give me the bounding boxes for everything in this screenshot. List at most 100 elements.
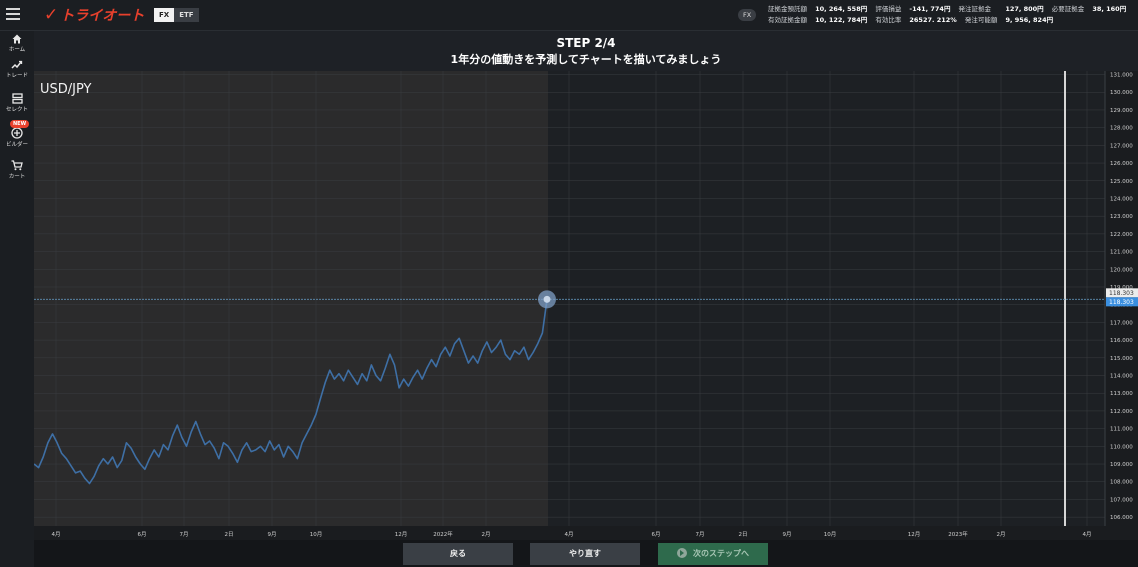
y-tick-label: 125.000 (1110, 179, 1133, 185)
x-tick-label: 2022年 (433, 530, 453, 538)
logo[interactable]: ✓ トライオート (44, 5, 144, 25)
sidebar-item-label: セレクト (5, 107, 28, 113)
x-tick-label: 2日 (739, 531, 748, 538)
account-item: 発注証拠金 127, 800円 (959, 5, 1044, 13)
bottom-bar: 戻る やり直す 次のステップへ (34, 540, 1138, 567)
past-area (34, 71, 548, 526)
sidebar-item-home[interactable]: ホーム (0, 34, 34, 53)
drag-handle-center[interactable] (543, 295, 551, 303)
account-label: 発注証拠金 (958, 5, 992, 13)
account-value: -141, 774円 (909, 5, 951, 13)
account-label: 証拠金預託額 (768, 5, 807, 13)
menu-icon[interactable] (6, 8, 20, 22)
y-tick-label: 119.000 (1110, 285, 1133, 291)
logo-mark: ✓ (44, 5, 59, 25)
x-tick-label: 12月 (395, 531, 408, 538)
x-axis-panel (34, 526, 1138, 540)
chart-svg[interactable]: 106.000 107.000 108.000 109.000 110.000 111.0… (33, 71, 1138, 540)
y-tick-label: 113.000 (1110, 391, 1133, 397)
y-tick-label: 128.000 (1110, 126, 1133, 132)
x-tick-label: 10月 (824, 531, 837, 538)
account-value: 38, 160円 (1092, 5, 1127, 13)
new-badge: NEW (10, 120, 30, 128)
account-value: 9, 956, 824円 (1005, 16, 1054, 24)
tab-etf[interactable]: ETF (174, 8, 199, 22)
y-tick-label: 126.000 (1110, 161, 1133, 167)
x-tick-label: 7月 (696, 531, 705, 538)
tab-fx[interactable]: FX (154, 8, 175, 22)
y-tick-label: 129.000 (1110, 108, 1133, 114)
product-switch: FX ETF (154, 8, 199, 22)
logo-text: トライオート (60, 8, 145, 24)
account-summary: 証拠金預託額 10, 264, 558円 評価損益 -141, 774円 発注証… (768, 4, 1132, 26)
step-title: STEP 2/4 (556, 36, 616, 50)
account-value: 127, 800円 (1005, 5, 1044, 13)
x-tick-label: 9月 (783, 531, 792, 538)
x-axis-ticks: 4月 6月 7月 2日 9月 10月 12月 2022年 2月 4月 6月 7月 2日 9月 10月 12月 2… (52, 530, 1092, 538)
x-tick-label: 2023年 (948, 530, 968, 538)
y-tick-label: 122.000 (1110, 232, 1133, 238)
account-item: 証拠金預託額 10, 264, 558円 (768, 5, 867, 13)
price-label-box-active (1106, 297, 1138, 307)
y-tick-label: 120.000 (1110, 267, 1133, 273)
x-tick-label: 6月 (652, 531, 661, 538)
account-item: 有効比率 26527. 212% (875, 16, 957, 24)
cart-icon (11, 160, 23, 171)
prediction-chart[interactable]: 106.000 107.000 108.000 109.000 110.000 111.0… (33, 71, 1138, 540)
account-value: 26527. 212% (909, 16, 957, 24)
y-tick-label: 127.000 (1110, 143, 1133, 149)
sidebar-item-label: ホーム (8, 47, 26, 53)
price-label-box (1106, 288, 1138, 298)
y-tick-label: 110.000 (1110, 444, 1133, 450)
account-item: 必要証拠金 38, 160円 (1052, 5, 1126, 13)
sidebar-item-trade[interactable]: トレード (0, 60, 34, 79)
y-tick-label: 121.000 (1110, 250, 1133, 256)
x-tick-label: 4月 (1083, 531, 1092, 538)
account-label: 発注可能額 (964, 16, 998, 24)
account-label: 必要証拠金 (1051, 5, 1085, 13)
sidebar: ホーム トレード セレクト NEW ビルダー カート (0, 31, 34, 567)
step-subtitle: 1年分の値動きを予測してチャートを描いてみましょう (450, 53, 722, 66)
account-row-1: 証拠金預託額 10, 264, 558円 評価損益 -141, 774円 発注証… (768, 4, 1132, 15)
next-step-button[interactable]: 次のステップへ (658, 543, 768, 565)
account-value: 10, 122, 784円 (815, 16, 868, 24)
y-tick-label: 130.000 (1110, 90, 1133, 96)
sidebar-item-label: ビルダー (5, 142, 28, 148)
price-label-active: 118.303 (1109, 299, 1134, 306)
arrow-right-icon (677, 547, 687, 558)
y-tick-label: 124.000 (1110, 196, 1133, 202)
y-axis-ticks: 106.000 107.000 108.000 109.000 110.000 111.0… (1110, 73, 1133, 522)
account-item: 評価損益 -141, 774円 (875, 5, 950, 13)
y-tick-label: 112.000 (1110, 409, 1133, 415)
home-icon (12, 34, 22, 44)
x-tick-label: 7月 (180, 531, 189, 538)
sidebar-item-select[interactable]: セレクト (0, 93, 34, 113)
sidebar-item-builder[interactable]: NEW ビルダー (0, 120, 34, 148)
x-tick-label: 9月 (268, 531, 277, 538)
redo-button[interactable]: やり直す (530, 543, 640, 565)
chart-grid (34, 71, 1105, 526)
x-tick-label: 4月 (52, 531, 61, 538)
sidebar-item-label: トレード (5, 73, 28, 79)
x-tick-label: 12月 (908, 531, 921, 538)
account-item: 発注可能額 9, 956, 824円 (965, 16, 1053, 24)
y-tick-label: 109.000 (1110, 462, 1133, 468)
builder-icon (11, 127, 23, 139)
y-tick-label: 106.000 (1110, 515, 1133, 521)
account-badge[interactable]: FX (738, 9, 757, 21)
series-line (33, 299, 548, 485)
account-item: 有効証拠金額 10, 122, 784円 (768, 16, 867, 24)
account-label: 有効証拠金額 (768, 16, 807, 24)
account-value: 10, 264, 558円 (815, 5, 868, 13)
account-label: 有効比率 (875, 16, 902, 24)
sidebar-item-cart[interactable]: カート (0, 160, 34, 180)
x-tick-label: 2日 (225, 531, 234, 538)
y-tick-label: 117.000 (1110, 320, 1133, 326)
x-tick-label: 2月 (482, 531, 491, 538)
account-row-2: 有効証拠金額 10, 122, 784円 有効比率 26527. 212% 発注… (768, 15, 1132, 26)
x-tick-label: 2月 (997, 531, 1006, 538)
step-header: STEP 2/4 1年分の値動きを予測してチャートを描いてみましょう (34, 31, 1138, 71)
sidebar-item-label: カート (8, 174, 26, 180)
back-button[interactable]: 戻る (403, 543, 513, 565)
